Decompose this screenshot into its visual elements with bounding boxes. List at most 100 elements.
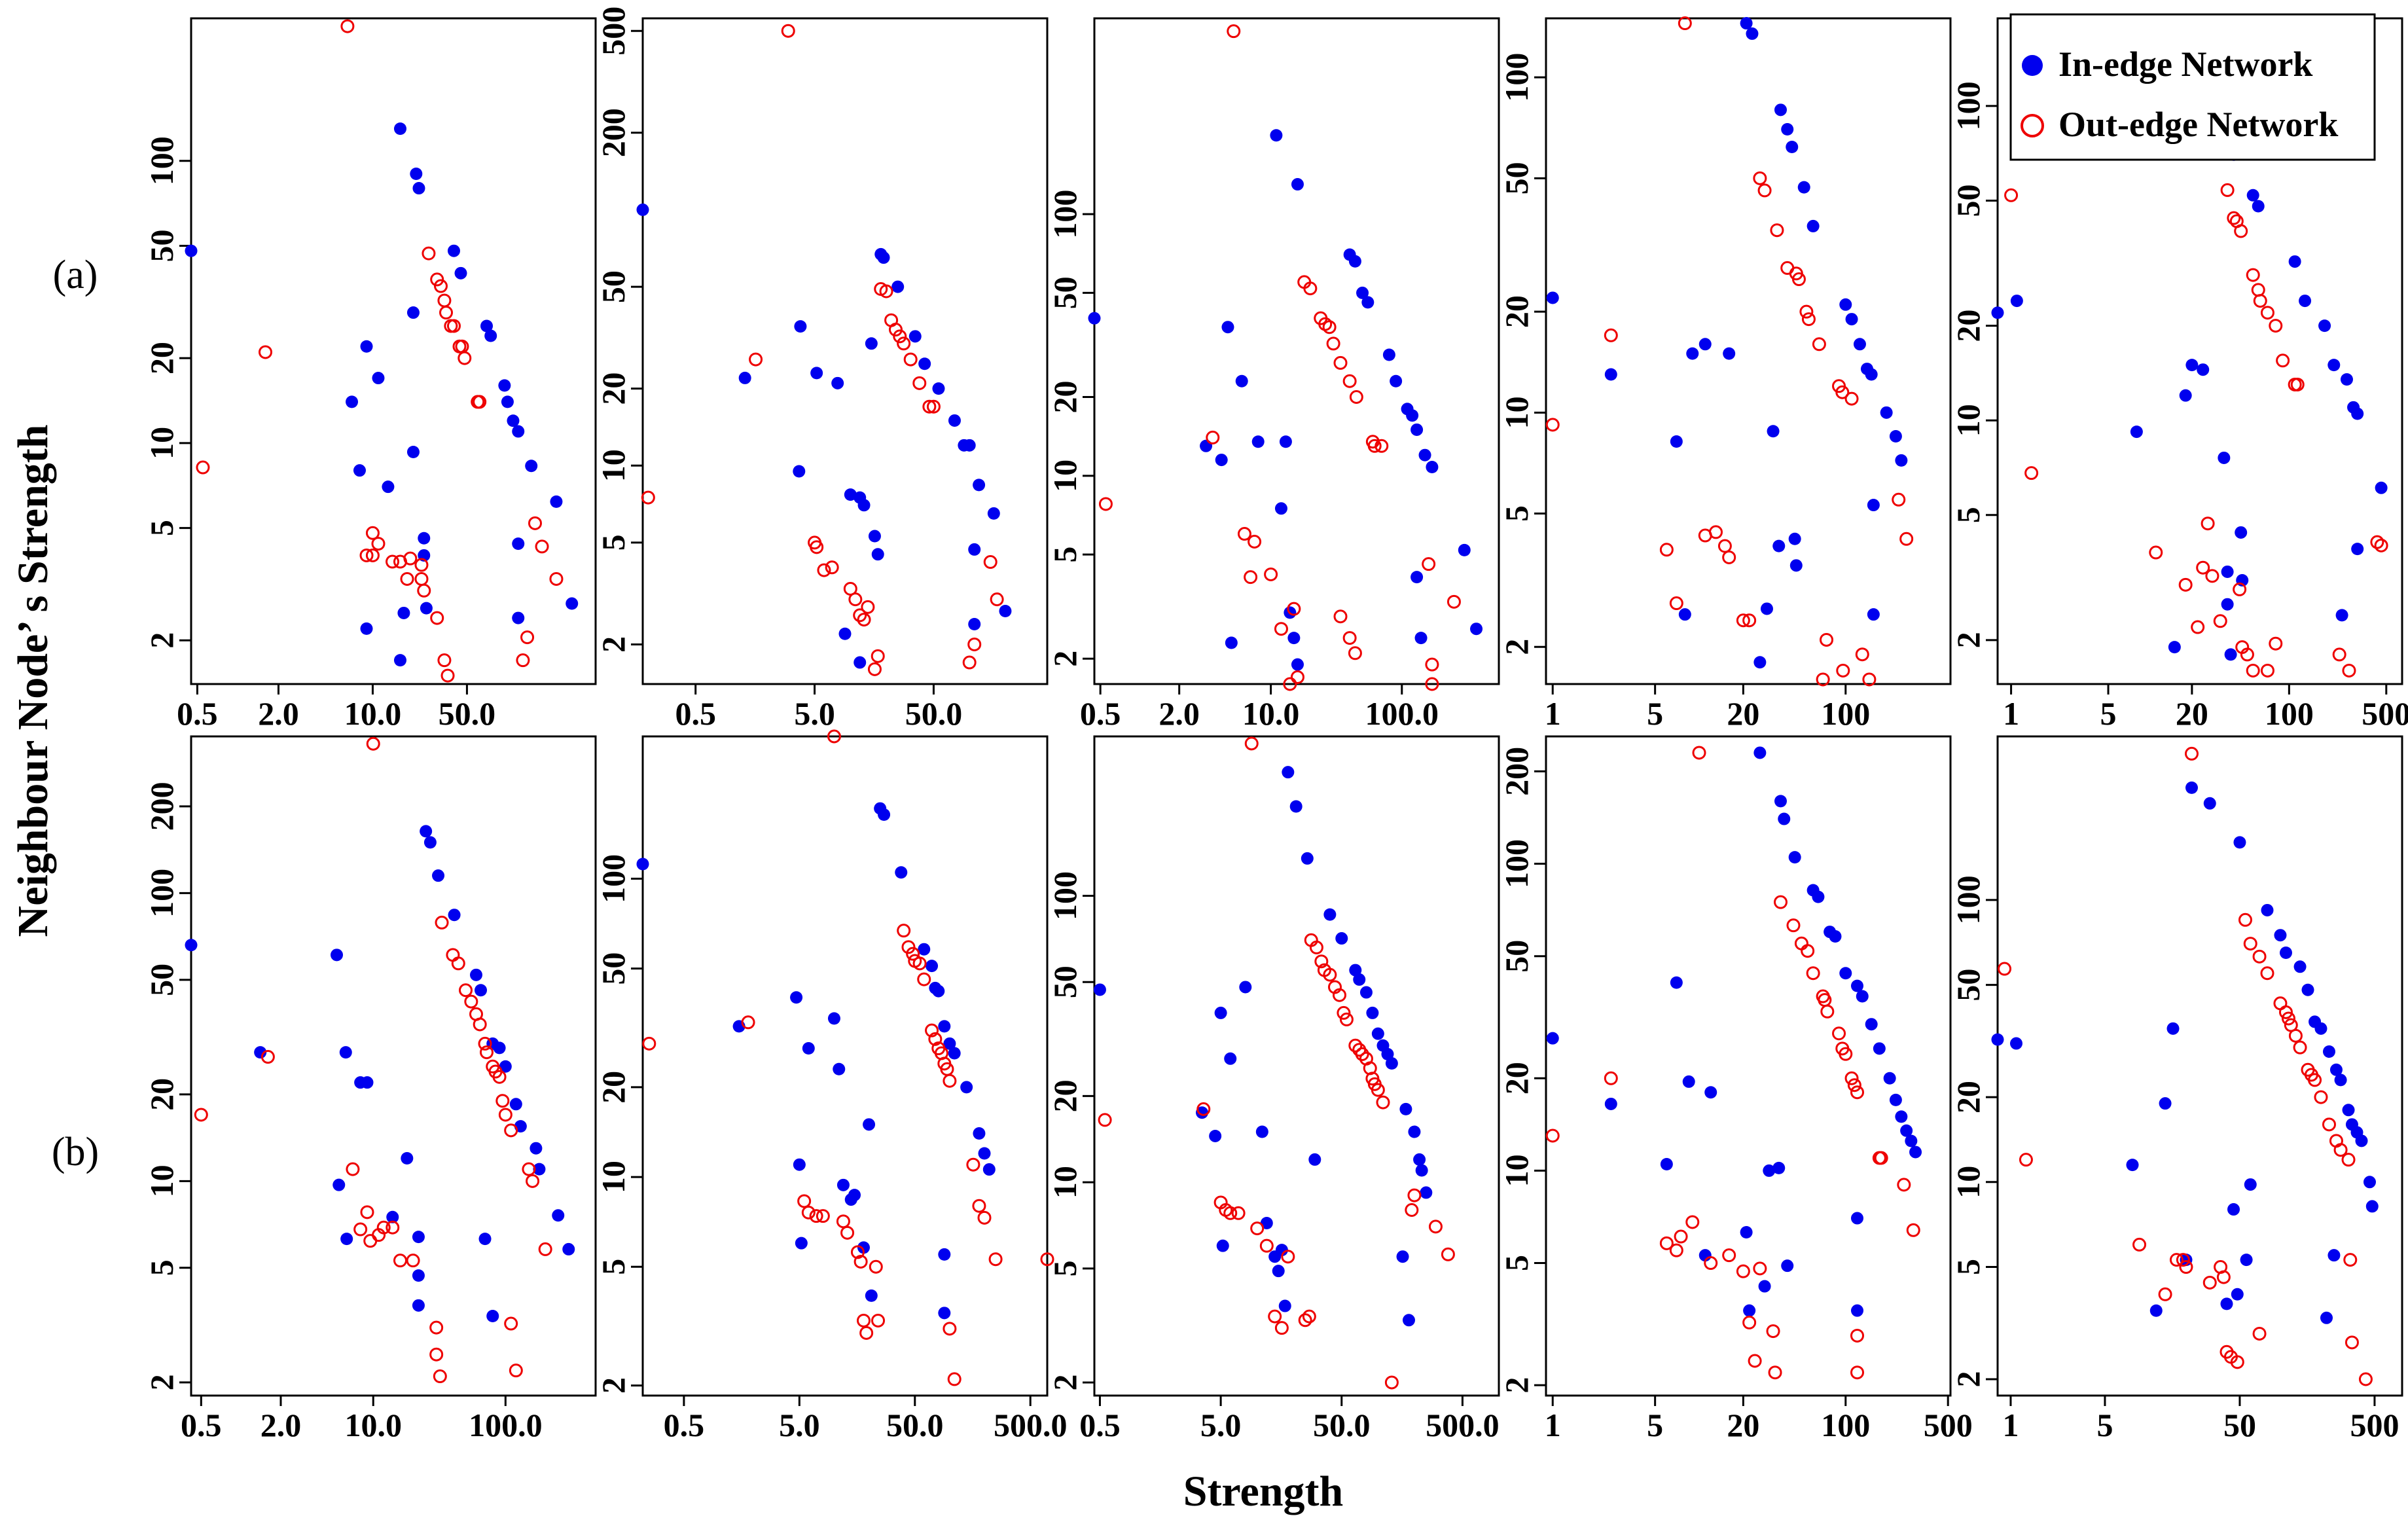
in-edge-point [1214, 1006, 1227, 1019]
y-tick-label: 200 [143, 782, 180, 831]
in-edge-point [1287, 632, 1301, 645]
out-edge-point [861, 600, 875, 614]
in-edge-point [878, 808, 891, 822]
x-tick-label: 10.0 [1242, 695, 1300, 732]
in-edge-point [987, 507, 1000, 520]
x-tick-label: 500 [2362, 695, 2408, 732]
out-edge-point [1332, 988, 1346, 1002]
in-edge-point [1788, 532, 1801, 545]
out-edge-point [2233, 582, 2247, 596]
in-edge-point [918, 357, 931, 370]
in-edge-point [1873, 1042, 1886, 1055]
out-edge-point [376, 1220, 391, 1235]
in-edge-point [2351, 407, 2364, 420]
y-tick-label: 20 [595, 372, 632, 405]
out-edge-point [1333, 609, 1348, 624]
in-edge-point [838, 627, 852, 640]
in-edge-point [346, 395, 359, 408]
out-edge-point [1906, 1223, 1920, 1237]
out-edge-point [1333, 355, 1348, 370]
out-edge-point [2243, 937, 2257, 951]
in-edge-point [2314, 1022, 2327, 1035]
y-tick-label: 5 [143, 520, 180, 536]
y-tick-label: 2 [1950, 632, 1986, 648]
in-edge-point [810, 367, 823, 380]
x-tick-label: 5 [2100, 695, 2117, 732]
out-edge-point [912, 376, 927, 390]
in-edge-point [2351, 543, 2364, 556]
in-edge-point [2010, 295, 2023, 308]
out-edge-point [1766, 1324, 1780, 1339]
out-edge-point [440, 668, 455, 683]
out-edge-point [816, 1209, 830, 1223]
y-tick-label: 2 [143, 1374, 180, 1390]
out-edge-point [2333, 1143, 2348, 1157]
y-tick-label: 10 [595, 1161, 632, 1193]
y-tick-label: 2 [143, 632, 180, 649]
in-edge-point [738, 371, 751, 384]
in-edge-point [1853, 338, 1866, 351]
in-edge-point [1698, 338, 1712, 351]
in-edge-point [372, 372, 385, 385]
out-edge-point [1290, 670, 1304, 684]
out-edge-point [641, 490, 655, 505]
y-tick-label: 20 [1950, 1081, 1986, 1113]
out-edge-point [2158, 1287, 2172, 1301]
in-edge-point [999, 605, 1012, 618]
x-tick-label: 1 [1545, 1407, 1561, 1443]
out-edge-point [1604, 1071, 1618, 1085]
in-edge-point [1889, 429, 1902, 442]
in-edge-point [1753, 746, 1767, 759]
in-edge-point [1797, 181, 1810, 194]
in-edge-point [968, 618, 981, 631]
out-edge-point [258, 345, 272, 359]
x-tick-label: 10.0 [344, 695, 402, 732]
in-edge-point [982, 1163, 996, 1176]
in-edge-point [1743, 1304, 1756, 1317]
in-edge-point [480, 319, 494, 333]
x-tick-label: 500.0 [994, 1407, 1068, 1443]
in-edge-point [1349, 964, 1362, 977]
in-edge-point [1789, 559, 1803, 572]
out-edge-point [893, 329, 907, 344]
out-edge-point [1376, 1095, 1390, 1110]
in-edge-point [2221, 598, 2234, 611]
in-edge-point [2130, 425, 2143, 439]
panel-b4: 2 5 10 20 50 100 200 1 5 20 100 500 [1498, 735, 1973, 1443]
in-edge-point [2261, 903, 2274, 916]
in-edge-point [1356, 286, 1369, 299]
in-edge-point [562, 1242, 575, 1255]
y-tick-label: 2 [1047, 1374, 1083, 1390]
in-edge-point [339, 1046, 352, 1059]
out-edge-point [1227, 24, 1241, 39]
out-edge-point [1874, 1151, 1888, 1165]
in-edge-point [2240, 1254, 2253, 1267]
out-edge-point [840, 1225, 855, 1240]
in-edge-point [1781, 123, 1794, 136]
out-edge-point [1722, 550, 1736, 564]
out-edge-point [1748, 1354, 1762, 1368]
in-edge-point [1839, 967, 1852, 980]
out-edge-point [943, 1074, 957, 1088]
out-edge-point [2004, 188, 2019, 202]
x-tick-label: 50 [2223, 1407, 2256, 1443]
out-edge-point [901, 940, 916, 954]
in-edge-point [1883, 1072, 1896, 1085]
in-edge-point [1399, 1102, 1412, 1115]
y-tick-label: 2 [595, 636, 632, 653]
out-edge-point [1405, 1202, 1419, 1217]
in-edge-point [1470, 623, 1483, 636]
in-edge-point [1411, 423, 1424, 436]
x-tick-label: 5 [1647, 1407, 1663, 1443]
in-edge-point [871, 548, 884, 561]
out-edge-point [1685, 1215, 1700, 1229]
in-edge-point [844, 488, 857, 501]
out-edge-point [1835, 385, 1850, 399]
x-tick-label: 0.5 [675, 695, 716, 732]
in-edge-point [423, 836, 437, 849]
in-edge-point [331, 948, 344, 962]
panels: 2 5 10 20 50 100 0.5 2.0 10.0 50.0 2 5 10 20 50 200 500 0… [143, 7, 2408, 1443]
y-tick-label: 10 [595, 449, 632, 482]
in-edge-point [1224, 1052, 1237, 1065]
in-edge-point [1546, 291, 1559, 304]
